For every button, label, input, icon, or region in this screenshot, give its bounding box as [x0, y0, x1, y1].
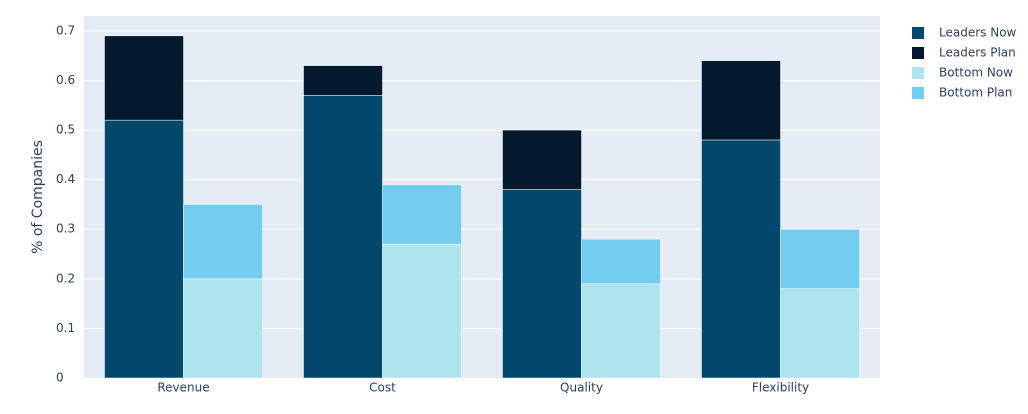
bar-segment [701, 139, 781, 379]
x-tick-label: Flexibility [752, 381, 809, 395]
bar-segment [382, 243, 462, 379]
bar-segment [104, 119, 184, 379]
y-tick-label: 0.1 [56, 321, 75, 335]
bar-segment [581, 238, 661, 285]
y-tick-label: 0.3 [56, 222, 75, 236]
legend-swatch [912, 67, 924, 79]
bar-segment [382, 184, 462, 245]
legend-swatch [912, 47, 924, 59]
y-axis-title: % of Companies [30, 140, 46, 254]
bar-segment [502, 189, 582, 379]
bar-segment [701, 60, 781, 141]
bar-segment [183, 204, 263, 280]
legend-label: Bottom Now [939, 66, 1013, 80]
y-tick-label: 0.6 [56, 73, 75, 87]
legend-label: Leaders Plan [939, 46, 1016, 60]
legend-swatch [912, 27, 924, 39]
bar-segment [303, 65, 383, 96]
y-tick-label: 0 [56, 371, 64, 385]
y-tick-label: 0.4 [56, 172, 75, 186]
bar-segment [780, 228, 860, 289]
y-tick-label: 0.7 [56, 23, 75, 37]
y-tick-label: 0.5 [56, 123, 75, 137]
bar-segment [303, 95, 383, 379]
x-tick-label: Quality [560, 381, 603, 395]
bar-segment [183, 278, 263, 379]
x-tick-label: Revenue [157, 381, 209, 395]
legend-label: Leaders Now [939, 26, 1017, 40]
bar-segment [780, 288, 860, 379]
legend-label: Bottom Plan [939, 86, 1012, 100]
legend: Leaders Now Leaders Plan Bottom Now Bottom … [912, 26, 1017, 100]
legend-swatch [912, 87, 924, 99]
bar-segment [581, 283, 661, 379]
y-tick-label: 0.2 [56, 271, 75, 285]
bar-segment [104, 35, 184, 121]
bar-segment [502, 129, 582, 190]
x-tick-label: Cost [369, 381, 396, 395]
